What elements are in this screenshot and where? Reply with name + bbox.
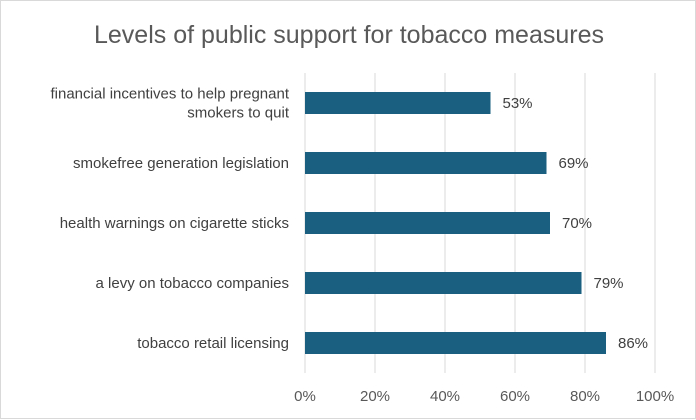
category-label: health warnings on cigarette sticks: [60, 215, 289, 232]
data-label: 79%: [594, 275, 624, 292]
category-label: a levy on tobacco companies: [96, 275, 289, 292]
bars: [305, 92, 606, 354]
data-label: 69%: [559, 155, 589, 172]
x-tick-label: 100%: [636, 388, 674, 405]
bar: [305, 332, 606, 354]
category-label: tobacco retail licensing: [137, 335, 289, 352]
bar: [305, 212, 550, 234]
data-labels: 53% 69% 70% 79% 86%: [503, 95, 649, 352]
bar: [305, 152, 547, 174]
category-label: financial incentives to help pregnant smo…: [51, 86, 290, 122]
data-label: 86%: [618, 335, 648, 352]
x-tick-label: 20%: [360, 388, 390, 405]
x-tick-label: 0%: [294, 388, 316, 405]
x-tick-label: 60%: [500, 388, 530, 405]
x-tick-label: 80%: [570, 388, 600, 405]
bar: [305, 272, 582, 294]
bar: [305, 92, 491, 114]
x-tick-label: 40%: [430, 388, 460, 405]
category-labels: financial incentives to help pregnant smo…: [51, 86, 290, 353]
x-axis-ticks: 0% 20% 40% 60% 80% 100%: [294, 388, 674, 405]
data-label: 70%: [562, 215, 592, 232]
chart-title: Levels of public support for tobacco mea…: [94, 21, 604, 49]
category-label: smokefree generation legislation: [73, 155, 289, 172]
data-label: 53%: [503, 95, 533, 112]
